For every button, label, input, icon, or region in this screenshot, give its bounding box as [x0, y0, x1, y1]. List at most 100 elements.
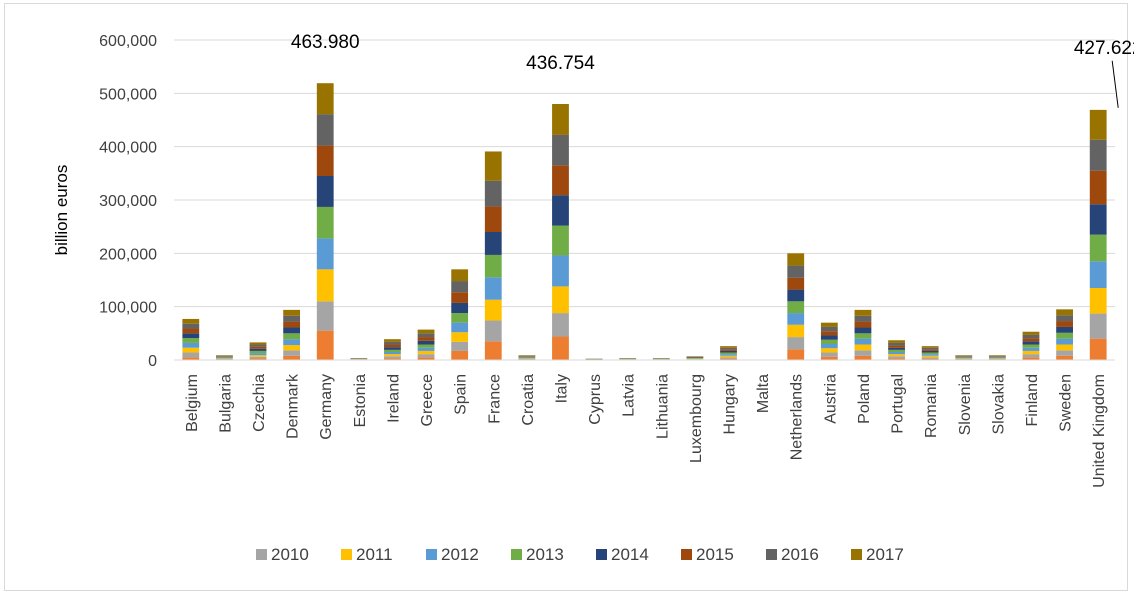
bar-segment — [484, 206, 502, 232]
x-tick-label: Cyprus — [587, 374, 604, 425]
bar-segment — [316, 269, 334, 302]
bar-segment — [417, 354, 435, 358]
bar-segment — [787, 313, 805, 325]
bar-segment — [384, 349, 401, 352]
bar-segment — [854, 355, 872, 360]
bar-segment — [955, 355, 973, 356]
bar-segment — [417, 337, 435, 341]
bar-segment — [552, 165, 569, 196]
legend-swatch — [851, 549, 862, 560]
bar-segment — [216, 357, 233, 359]
legend-label: 2015 — [696, 545, 734, 564]
bar-segment — [552, 286, 569, 314]
bar-segment — [1056, 326, 1073, 333]
x-tick-label: Slovakia — [990, 374, 1007, 435]
bar-segment — [787, 337, 805, 350]
bar-segment — [1089, 109, 1107, 140]
bar-segment — [316, 83, 334, 115]
bar-segment — [182, 328, 200, 334]
bar-segment — [518, 356, 536, 357]
bar-segment — [451, 322, 469, 333]
bar-segment — [921, 350, 939, 353]
bar-segment — [1056, 355, 1073, 360]
bar-segment — [1089, 204, 1107, 235]
bar-segment — [1056, 321, 1073, 327]
bar-segment — [384, 356, 401, 359]
x-tick-label: Romania — [923, 374, 940, 438]
bar-segment — [249, 350, 267, 354]
bar-segment — [283, 315, 301, 322]
bar-segment — [518, 355, 536, 357]
legend-label: 2012 — [441, 545, 479, 564]
bar-segment — [820, 344, 838, 349]
bar-segment — [316, 330, 334, 360]
bar-segment — [1056, 315, 1073, 322]
bar-segment — [552, 134, 569, 166]
bar-segment — [921, 355, 939, 358]
legend-swatch — [341, 549, 352, 560]
x-tick-label: Ireland — [385, 374, 402, 423]
bar-segment — [417, 350, 435, 355]
legend-swatch — [256, 549, 267, 560]
bar-segment — [451, 281, 469, 293]
bar-segment — [921, 354, 939, 356]
x-tick-label: Portugal — [890, 374, 907, 434]
bar-segment — [787, 277, 805, 290]
bar-segment — [1089, 170, 1107, 205]
bar-segment — [518, 355, 536, 356]
bar-segment — [552, 195, 569, 226]
bar-segment — [888, 356, 905, 359]
bar-stacks — [182, 83, 1107, 360]
x-tick-label: Belgium — [184, 374, 201, 432]
y-tick-label: 100,000 — [99, 300, 157, 317]
bar-segment — [518, 356, 536, 358]
bar-segment — [384, 341, 401, 345]
bar-segment — [182, 323, 200, 329]
x-tick-label: Latvia — [621, 374, 638, 417]
bar-segment — [720, 349, 737, 351]
bar-segment — [417, 333, 435, 338]
bar-segment — [182, 357, 200, 360]
bar-segment — [216, 355, 233, 357]
bar-segment — [854, 309, 872, 316]
bar-segment — [451, 350, 469, 360]
bar-segment — [283, 309, 301, 316]
x-tick-labels: Belgium Bulgaria Czechia Denmark Germany Esto… — [184, 373, 1108, 488]
legend-label: 2017 — [866, 545, 904, 564]
bar-segment — [484, 254, 502, 278]
y-tick-labels: 0 100,000 200,000 300,000 400,000 500,000 600,… — [99, 33, 157, 370]
bar-segment — [182, 347, 200, 353]
y-tick-label: 0 — [148, 353, 157, 370]
bar-segment — [283, 355, 301, 360]
bar-segment — [888, 352, 905, 355]
bar-segment — [720, 358, 737, 360]
bar-segment — [384, 354, 401, 357]
bar-segment — [182, 338, 200, 343]
annotation-label: 427.622 — [1074, 38, 1134, 59]
bar-segment — [888, 342, 905, 346]
bar-segment — [955, 357, 973, 359]
x-tick-label: Germany — [318, 374, 335, 440]
bar-segment — [888, 354, 905, 357]
bar-segment — [988, 358, 1006, 359]
bar-segment — [1022, 344, 1040, 348]
bar-segment — [384, 344, 401, 348]
legend-label: 2010 — [271, 545, 309, 564]
bar-segment — [552, 225, 569, 256]
bar-segment — [283, 333, 301, 340]
bar-segment — [316, 206, 334, 239]
x-tick-label: Luxembourg — [688, 374, 705, 463]
bar-segment — [216, 355, 233, 356]
legend-label: 2013 — [526, 545, 564, 564]
x-tick-label: Italy — [553, 374, 570, 403]
bar-segment — [417, 329, 435, 334]
bar-segment — [417, 357, 435, 360]
bar-segment — [182, 342, 200, 348]
bar-segment — [1056, 350, 1073, 356]
bar-segment — [854, 315, 872, 322]
x-tick-label: Austria — [822, 374, 839, 424]
bar-segment — [854, 338, 872, 345]
bar-segment — [820, 352, 838, 357]
bar-segment — [955, 357, 973, 358]
